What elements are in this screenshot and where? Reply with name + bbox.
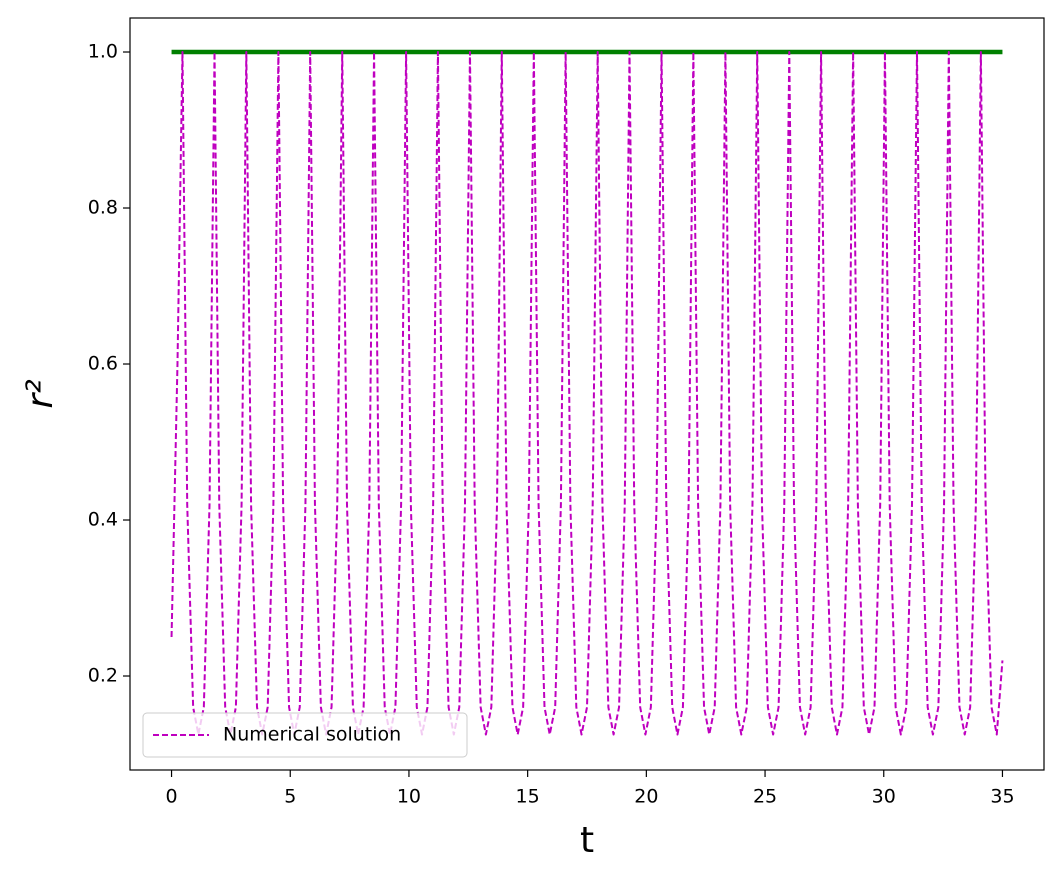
series-line <box>170 51 1004 736</box>
x-tick-label: 5 <box>284 786 296 808</box>
x-axis-label: t <box>580 820 594 861</box>
y-axis-label: r² <box>20 379 61 408</box>
x-tick-label: 10 <box>397 786 421 808</box>
y-tick-label: 0.8 <box>88 197 118 219</box>
plot-frame <box>129 17 1045 771</box>
x-tick-label: 0 <box>165 786 177 808</box>
x-tick-label: 20 <box>634 786 658 808</box>
x-tick-label: 15 <box>516 786 540 808</box>
y-tick-label: 1.0 <box>88 41 118 63</box>
legend-label: Numerical solution <box>223 724 401 746</box>
y-tick-label: 0.6 <box>88 353 118 375</box>
y-tick-label: 0.2 <box>88 665 118 687</box>
x-tick-label: 35 <box>990 786 1014 808</box>
x-tick-label: 25 <box>753 786 777 808</box>
legend-box <box>142 712 468 758</box>
x-tick-label: 30 <box>872 786 896 808</box>
y-tick-label: 0.4 <box>88 509 118 531</box>
